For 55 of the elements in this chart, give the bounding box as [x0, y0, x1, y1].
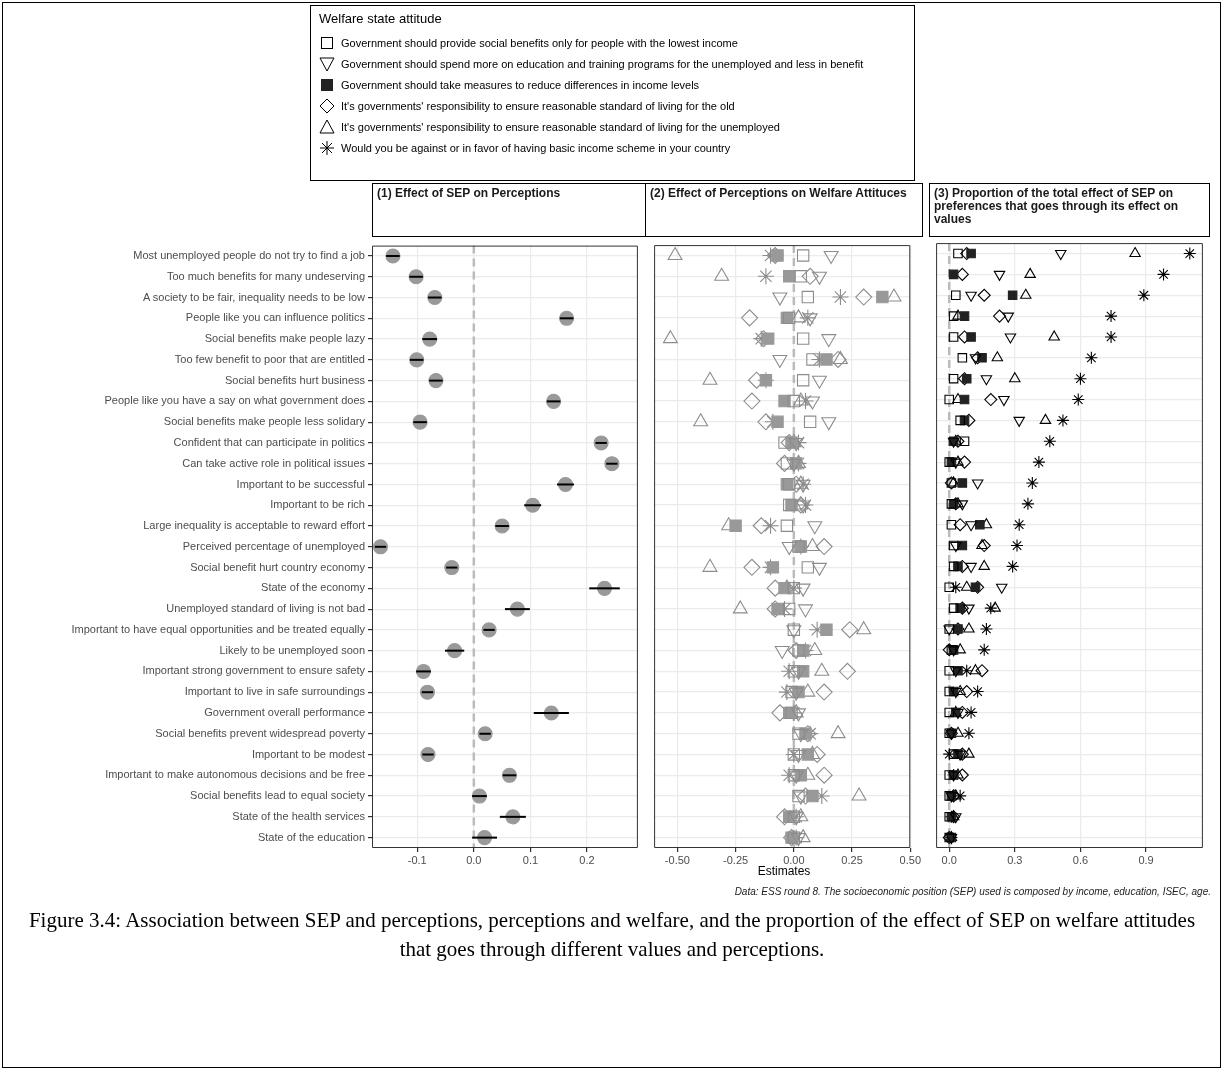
- legend-label: Government should provide social benefits only for people with the lowest income: [341, 36, 738, 49]
- y-tick-label: Large inequality is acceptable to reward effort: [143, 519, 365, 532]
- x-tick-label: 0.0: [466, 853, 482, 866]
- y-tick-label: Important to be modest: [251, 747, 365, 760]
- y-tick-label: Can take active role in political issues: [182, 456, 366, 469]
- y-tick-label: Important to make autonomous decisions and be free: [105, 768, 365, 781]
- legend-label: It's governments' responsibility to ensure reasonable standard of living for the unemployed: [341, 120, 780, 133]
- y-tick-label: State of the health services: [232, 809, 366, 822]
- y-tick-label: Perceived percentage of unemployed: [182, 539, 365, 552]
- y-tick-label: People like you have a say on what government does: [104, 394, 366, 407]
- chart-title: (3) Proportion of the total effect of SEP on preferences that goes through its effect on values: [929, 183, 1210, 237]
- y-tick-label: Important to live in safe surroundings: [184, 685, 366, 698]
- y-tick-label: Important to have equal opportunities and be treated equally: [71, 622, 366, 635]
- x-tick-label: 0.50: [899, 853, 922, 866]
- x-tick-label: 0.9: [1138, 853, 1154, 866]
- y-tick-label: Too much benefits for many undeserving: [166, 269, 365, 282]
- x-axis-title: Estimates: [756, 864, 812, 878]
- x-tick-label: 0.25: [841, 853, 863, 866]
- y-tick-label: Social benefits make people less solidary: [163, 415, 366, 428]
- text: Data: ESS round 8. The socioeconomic position (SEP) used is composed by income, education, ISEC, age.: [734, 886, 1211, 897]
- x-tick-label: 0.3: [1007, 853, 1023, 866]
- x-tick-label: 0.2: [579, 853, 595, 866]
- y-tick-label: Social benefits prevent widespread poverty: [155, 726, 366, 739]
- legend-title: Welfare state attitude: [319, 11, 443, 26]
- chart-title: (1) Effect of SEP on Perceptions: [372, 183, 646, 237]
- x-tick-label: 0.0: [941, 853, 957, 866]
- y-tick-label: Important to be rich: [270, 498, 365, 511]
- y-tick-label: Too few benefit to poor that are entitled: [174, 352, 365, 365]
- x-tick-label: -0.50: [664, 853, 690, 866]
- legend-label: Government should take measures to reduce differences in income levels: [341, 78, 700, 91]
- caption: Figure 3.4: Association between SEP and perceptions, perceptions and welfare, and the proportion of the effect of SEP on welfare attitudes that goes through different values and perceptions.: [27, 907, 1197, 963]
- y-tick-label: Social benefit hurt country economy: [190, 560, 366, 573]
- y-tick-label: Government overall performance: [204, 706, 365, 719]
- y-tick-label: Important strong government to ensure safety: [142, 664, 366, 677]
- y-tick-label: Likely to be unemployed soon: [219, 643, 365, 656]
- x-tick-label: -0.1: [407, 853, 427, 866]
- legend-label: It's governments' responsibility to ensure reasonable standard of living for the old: [341, 99, 735, 112]
- y-tick-label: Social benefits lead to equal society: [190, 789, 366, 802]
- y-tick-label: People like you can influence politics: [185, 311, 366, 324]
- y-tick-label: Most unemployed people do not try to find a job: [133, 249, 365, 262]
- y-tick-label: Important to be successful: [236, 477, 365, 490]
- x-tick-label: -0.25: [723, 853, 749, 866]
- y-tick-label: Social benefits make people lazy: [204, 332, 366, 345]
- y-tick-label: Confident that can participate in politics: [173, 435, 366, 448]
- y-tick-label: A society to be fair, inequality needs to be low: [143, 290, 366, 303]
- y-tick-label: Unemployed standard of living is not bad: [166, 602, 365, 615]
- x-tick-label: 0.00: [783, 853, 805, 866]
- y-tick-label: Social benefits hurt business: [224, 373, 366, 386]
- x-tick-label: 0.6: [1072, 853, 1089, 866]
- y-tick-label: State of the economy: [261, 581, 366, 594]
- legend-label: Would you be against or in favor of having basic income scheme in your country: [341, 141, 731, 154]
- legend-label: Government should spend more on education and training programs for the unemployed and less in benefit: [341, 57, 864, 70]
- y-tick-label: State of the education: [257, 830, 365, 843]
- x-tick-label: 0.1: [522, 853, 539, 866]
- chart-title: (2) Effect of Perceptions on Welfare Attituces: [645, 183, 923, 237]
